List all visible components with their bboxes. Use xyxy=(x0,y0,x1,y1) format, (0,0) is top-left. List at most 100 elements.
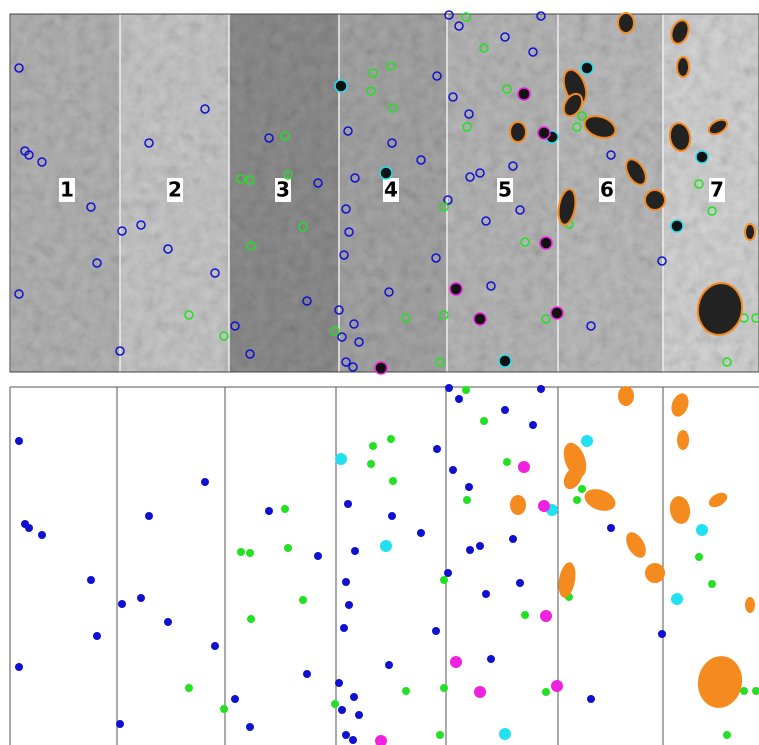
defect-dot xyxy=(537,385,545,393)
defect-dot xyxy=(432,627,440,635)
defect-dot xyxy=(463,496,471,504)
corrosion-pit xyxy=(510,122,526,142)
defect-dot xyxy=(335,453,347,465)
panel-label: 3 xyxy=(276,178,290,202)
defect-dot xyxy=(338,706,346,714)
defect-dot xyxy=(335,679,343,687)
defect-dot xyxy=(529,421,537,429)
defect-dot xyxy=(449,466,457,474)
defect-dot xyxy=(587,695,595,703)
defect-dot xyxy=(367,460,375,468)
corrosion-pit xyxy=(618,13,634,33)
defect-dot xyxy=(116,720,124,728)
defect-dot xyxy=(344,500,352,508)
defect-dot xyxy=(369,442,377,450)
corrosion-blob xyxy=(706,490,729,510)
defect-dot xyxy=(389,477,397,485)
defect-dot xyxy=(501,406,509,414)
defect-ring xyxy=(551,307,563,319)
photo-strip: 1234567 xyxy=(10,11,759,374)
corrosion-blob xyxy=(618,386,634,406)
defect-dot xyxy=(281,505,289,513)
defect-dot xyxy=(538,500,550,512)
defect-dot xyxy=(658,630,666,638)
defect-dot xyxy=(450,656,462,668)
defect-dot xyxy=(723,731,731,739)
defect-dot xyxy=(476,542,484,550)
defect-dot xyxy=(480,417,488,425)
defect-dot xyxy=(349,736,357,744)
defect-ring xyxy=(538,127,550,139)
defect-dot xyxy=(433,445,441,453)
defect-ring xyxy=(499,355,511,367)
defect-dot xyxy=(518,461,530,473)
defect-dot xyxy=(137,594,145,602)
defect-dot xyxy=(284,544,292,552)
defect-dot xyxy=(695,553,703,561)
defect-dot xyxy=(387,435,395,443)
defect-ring xyxy=(335,80,347,92)
corrosion-blob xyxy=(645,563,665,583)
defect-dot xyxy=(573,496,581,504)
defect-dot xyxy=(145,512,153,520)
defect-ring xyxy=(518,88,530,100)
defect-dot xyxy=(246,549,254,557)
defect-ring xyxy=(540,237,552,249)
defect-dot xyxy=(299,596,307,604)
defect-dot xyxy=(38,531,46,539)
defect-ring xyxy=(474,313,486,325)
defect-dot xyxy=(417,529,425,537)
corrosion-blob xyxy=(668,391,691,419)
defect-dot xyxy=(516,579,524,587)
defect-dot xyxy=(385,661,393,669)
defect-dot xyxy=(607,524,615,532)
defect-dot xyxy=(380,540,392,552)
defect-dot xyxy=(462,386,470,394)
defect-dot xyxy=(455,395,463,403)
defect-dot xyxy=(540,610,552,622)
corrosion-pit xyxy=(745,224,755,240)
defect-dot xyxy=(164,618,172,626)
defect-ring xyxy=(375,362,387,374)
panel-label: 2 xyxy=(168,178,182,202)
defect-dot xyxy=(118,600,126,608)
defect-dot xyxy=(247,615,255,623)
corrosion-blob xyxy=(694,653,746,712)
defect-dot xyxy=(25,524,33,532)
defect-dot xyxy=(350,693,358,701)
defect-dot xyxy=(201,478,209,486)
defect-dot xyxy=(671,593,683,605)
defect-dot xyxy=(465,483,473,491)
defect-dot xyxy=(342,578,350,586)
defect-dot xyxy=(345,601,353,609)
defect-dot xyxy=(303,670,311,678)
defect-dot xyxy=(581,435,593,447)
defect-dot xyxy=(474,686,486,698)
defect-dot xyxy=(231,695,239,703)
defect-dot xyxy=(331,700,339,708)
corrosion-pit xyxy=(645,190,665,210)
corrosion-blob xyxy=(510,495,526,515)
defect-dot xyxy=(237,548,245,556)
defect-dot xyxy=(440,684,448,692)
defect-ring xyxy=(450,283,462,295)
defect-dot xyxy=(578,485,586,493)
panel-label: 6 xyxy=(600,178,614,202)
corrosion-blob xyxy=(556,561,578,599)
defect-dot xyxy=(265,507,273,515)
defect-dot xyxy=(351,547,359,555)
defect-dot xyxy=(509,535,517,543)
defect-dot xyxy=(499,728,511,740)
defect-dot xyxy=(15,663,23,671)
corrosion-blob xyxy=(745,597,755,613)
defect-dot xyxy=(440,576,448,584)
defect-dot xyxy=(708,580,716,588)
defect-dot xyxy=(388,512,396,520)
defect-dot xyxy=(445,384,453,392)
corrosion-blob xyxy=(668,494,693,525)
panel-label: 5 xyxy=(498,178,512,202)
defect-dot xyxy=(466,546,474,554)
defect-dot xyxy=(752,687,759,695)
defect-dot xyxy=(314,552,322,560)
panel-label: 1 xyxy=(60,178,74,202)
